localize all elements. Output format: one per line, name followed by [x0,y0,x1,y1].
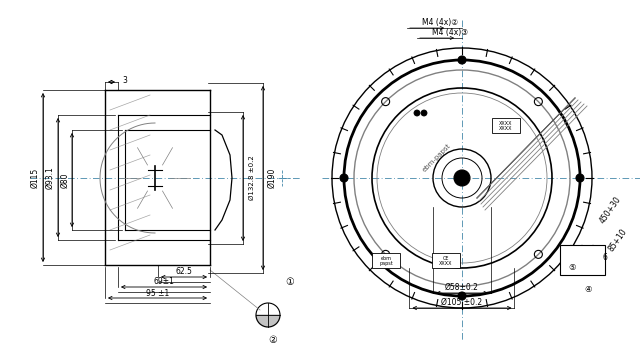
Text: Ø190: Ø190 [268,168,276,188]
Polygon shape [256,315,280,327]
Text: XXXX
XXXX: XXXX XXXX [499,121,513,131]
Text: M4 (4x)②: M4 (4x)② [422,18,458,27]
Text: 62.5: 62.5 [175,267,193,276]
Text: Ø93.1: Ø93.1 [45,166,54,189]
Text: Ø132.8 ±0.2: Ø132.8 ±0.2 [249,156,255,201]
Text: CE
XXXX: CE XXXX [439,256,452,266]
Text: Ø58±0.2: Ø58±0.2 [445,283,479,292]
Circle shape [576,174,584,182]
Circle shape [458,292,466,300]
Circle shape [421,110,427,116]
Text: Ø105 ±0.2: Ø105 ±0.2 [442,297,483,306]
Text: 3: 3 [123,76,127,85]
Circle shape [414,110,420,116]
Circle shape [458,56,466,64]
Bar [372,253,400,268]
Text: 6: 6 [603,253,607,262]
Text: 69±1: 69±1 [154,278,175,287]
Bar [492,118,520,133]
Text: 85+10: 85+10 [607,227,629,253]
Text: ebm-papst: ebm-papst [422,143,452,173]
Text: M4 (4x)③: M4 (4x)③ [432,27,468,36]
Text: Ø115: Ø115 [31,167,40,188]
Text: 450+30: 450+30 [598,195,623,225]
Text: ①: ① [285,277,294,287]
Circle shape [454,170,470,186]
Text: 95 ±1: 95 ±1 [146,288,169,297]
Text: ebm
papst: ebm papst [379,256,393,266]
Bar [560,245,605,275]
Text: ④: ④ [584,285,592,294]
Circle shape [340,174,348,182]
Text: ②: ② [269,335,277,345]
Text: Ø80: Ø80 [61,172,70,188]
Text: ⑤: ⑤ [568,264,576,273]
Bar [432,253,460,268]
